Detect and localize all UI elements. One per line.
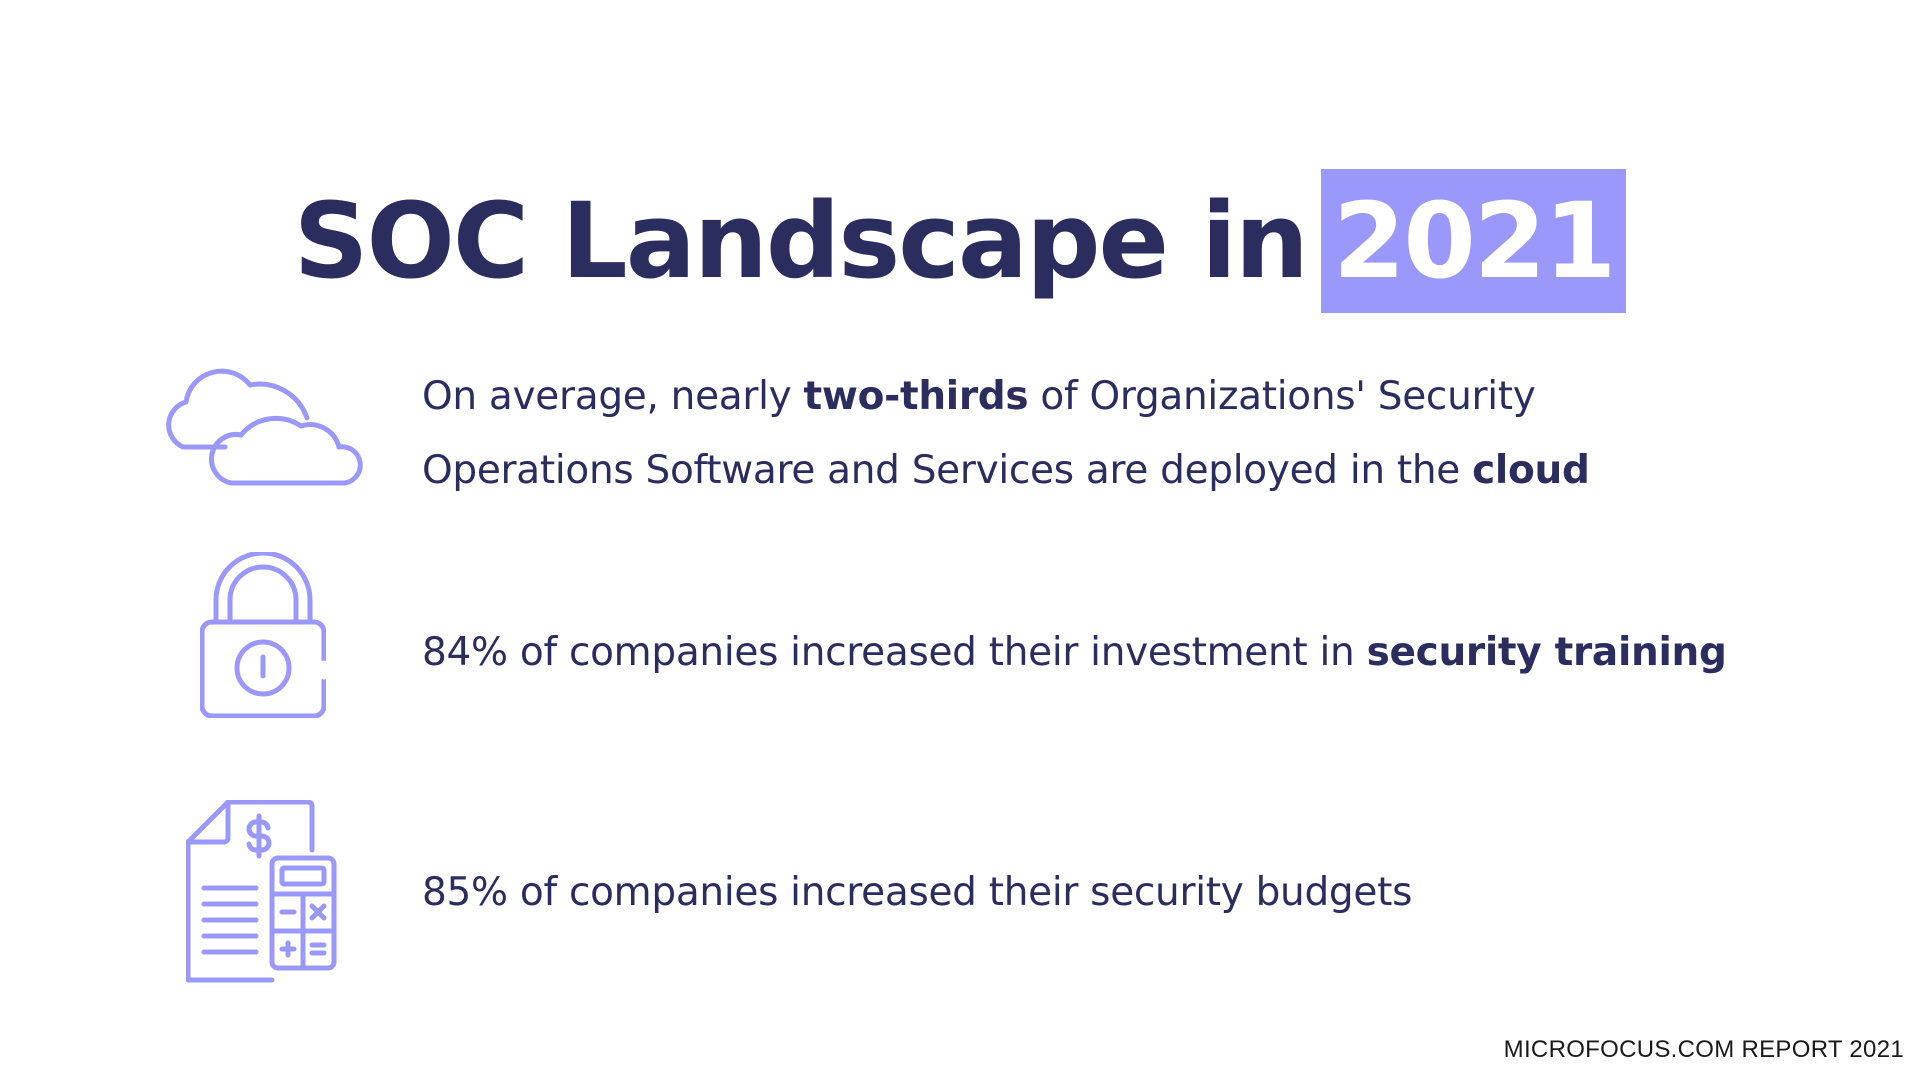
page-title: SOC Landscape in 2021 (0, 166, 1920, 316)
title-prefix: SOC Landscape in (293, 179, 1309, 302)
text-segment: 84% of companies increased their investm… (422, 630, 1367, 675)
cloud-icon (166, 368, 363, 486)
padlock-icon (200, 552, 326, 718)
text-segment: of Organizations' Security (1028, 374, 1536, 419)
stat-text-cloud: On average, nearly two-thirds of Organiz… (422, 360, 1590, 508)
bold-two-thirds: two-thirds (803, 374, 1029, 419)
budget-calculator-icon (186, 800, 337, 983)
bold-cloud: cloud (1472, 448, 1590, 493)
title-year-highlight: 2021 (1320, 168, 1627, 313)
bold-security-training: security training (1366, 630, 1727, 675)
text-segment: On average, nearly (422, 374, 804, 419)
stat-line-2: Operations Software and Services are dep… (422, 434, 1590, 508)
text-segment: Operations Software and Services are dep… (422, 448, 1473, 493)
stat-line-1: On average, nearly two-thirds of Organiz… (422, 360, 1590, 434)
footer-source: MICROFOCUS.COM REPORT 2021 (1503, 1036, 1904, 1063)
stat-text-training: 84% of companies increased their investm… (422, 616, 1727, 690)
stat-text-budgets: 85% of companies increased their securit… (422, 870, 1413, 915)
